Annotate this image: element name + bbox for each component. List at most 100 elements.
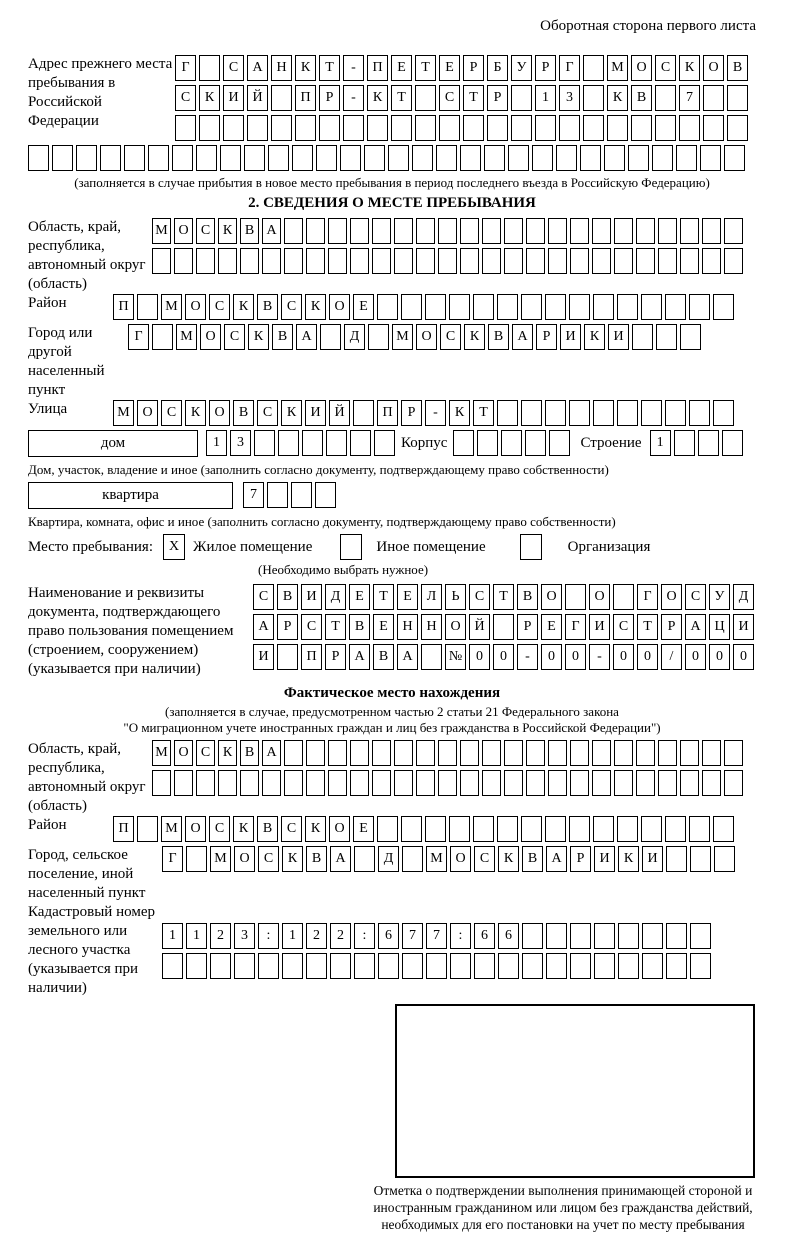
char-cell[interactable]: [271, 115, 292, 141]
char-cell[interactable]: [482, 740, 501, 766]
char-cell[interactable]: К: [464, 324, 485, 350]
char-cell[interactable]: [415, 115, 436, 141]
char-cell[interactable]: :: [258, 923, 279, 949]
char-cell[interactable]: [306, 740, 325, 766]
char-cell[interactable]: Д: [733, 584, 754, 610]
char-cell[interactable]: 1: [162, 923, 183, 949]
char-cell[interactable]: Р: [325, 644, 346, 670]
char-cell[interactable]: Г: [162, 846, 183, 872]
char-cell[interactable]: [284, 218, 303, 244]
char-cell[interactable]: О: [174, 218, 193, 244]
char-cell[interactable]: [388, 145, 409, 171]
char-cell[interactable]: В: [257, 294, 278, 320]
char-cell[interactable]: [614, 218, 633, 244]
char-cell[interactable]: К: [218, 740, 237, 766]
char-cell[interactable]: А: [512, 324, 533, 350]
char-cell[interactable]: Е: [353, 294, 374, 320]
char-cell[interactable]: Т: [637, 614, 658, 640]
char-cell[interactable]: О: [329, 294, 350, 320]
char-cell[interactable]: [438, 218, 457, 244]
char-cell[interactable]: А: [253, 614, 274, 640]
char-cell[interactable]: [302, 430, 323, 456]
char-cell[interactable]: [449, 816, 470, 842]
char-cell[interactable]: [425, 816, 446, 842]
char-cell[interactable]: В: [257, 816, 278, 842]
char-cell[interactable]: Л: [421, 584, 442, 610]
char-cell[interactable]: Р: [463, 55, 484, 81]
char-cell[interactable]: Е: [397, 584, 418, 610]
char-cell[interactable]: [508, 145, 529, 171]
char-cell[interactable]: [340, 145, 361, 171]
char-cell[interactable]: И: [223, 85, 244, 111]
char-cell[interactable]: [583, 85, 604, 111]
char-cell[interactable]: [580, 145, 601, 171]
char-cell[interactable]: [655, 115, 676, 141]
char-cell[interactable]: 0: [709, 644, 730, 670]
char-cell[interactable]: [196, 248, 215, 274]
char-cell[interactable]: [666, 953, 687, 979]
char-cell[interactable]: К: [679, 55, 700, 81]
char-cell[interactable]: [522, 923, 543, 949]
char-cell[interactable]: Г: [559, 55, 580, 81]
char-cell[interactable]: О: [174, 740, 193, 766]
char-cell[interactable]: [690, 953, 711, 979]
char-cell[interactable]: [618, 923, 639, 949]
char-cell[interactable]: [394, 740, 413, 766]
char-cell[interactable]: 0: [469, 644, 490, 670]
char-cell[interactable]: [328, 218, 347, 244]
char-cell[interactable]: С: [469, 584, 490, 610]
char-cell[interactable]: [426, 953, 447, 979]
char-cell[interactable]: -: [517, 644, 538, 670]
char-cell[interactable]: О: [631, 55, 652, 81]
char-cell[interactable]: [665, 816, 686, 842]
char-cell[interactable]: [473, 294, 494, 320]
char-cell[interactable]: О: [329, 816, 350, 842]
char-cell[interactable]: А: [330, 846, 351, 872]
char-cell[interactable]: [570, 953, 591, 979]
char-cell[interactable]: [548, 740, 567, 766]
char-cell[interactable]: Т: [493, 584, 514, 610]
char-cell[interactable]: [658, 770, 677, 796]
char-cell[interactable]: С: [655, 55, 676, 81]
char-cell[interactable]: С: [253, 584, 274, 610]
char-cell[interactable]: -: [425, 400, 446, 426]
char-cell[interactable]: [391, 115, 412, 141]
char-cell[interactable]: К: [199, 85, 220, 111]
char-cell[interactable]: [656, 324, 677, 350]
char-cell[interactable]: Н: [397, 614, 418, 640]
char-cell[interactable]: В: [349, 614, 370, 640]
char-cell[interactable]: [450, 953, 471, 979]
char-cell[interactable]: С: [209, 294, 230, 320]
char-cell[interactable]: [172, 145, 193, 171]
char-cell[interactable]: [364, 145, 385, 171]
char-cell[interactable]: [673, 430, 695, 456]
char-cell[interactable]: [402, 953, 423, 979]
char-cell[interactable]: С: [440, 324, 461, 350]
char-cell[interactable]: [350, 218, 369, 244]
char-cell[interactable]: Г: [175, 55, 196, 81]
char-cell[interactable]: [642, 923, 663, 949]
char-cell[interactable]: 2: [330, 923, 351, 949]
char-cell[interactable]: Т: [319, 55, 340, 81]
char-cell[interactable]: [593, 816, 614, 842]
char-cell[interactable]: [484, 145, 505, 171]
char-cell[interactable]: [186, 953, 207, 979]
char-cell[interactable]: [556, 145, 577, 171]
char-cell[interactable]: С: [281, 816, 302, 842]
char-cell[interactable]: [676, 145, 697, 171]
char-cell[interactable]: [372, 740, 391, 766]
char-cell[interactable]: [372, 248, 391, 274]
char-cell[interactable]: [218, 770, 237, 796]
char-cell[interactable]: [438, 248, 457, 274]
char-cell[interactable]: [548, 770, 567, 796]
char-cell[interactable]: 0: [541, 644, 562, 670]
char-cell[interactable]: [697, 430, 719, 456]
char-cell[interactable]: Р: [517, 614, 538, 640]
char-cell[interactable]: С: [224, 324, 245, 350]
char-cell[interactable]: [498, 953, 519, 979]
char-cell[interactable]: [604, 145, 625, 171]
char-cell[interactable]: А: [349, 644, 370, 670]
char-cell[interactable]: [415, 85, 436, 111]
char-cell[interactable]: С: [161, 400, 182, 426]
char-cell[interactable]: И: [642, 846, 663, 872]
